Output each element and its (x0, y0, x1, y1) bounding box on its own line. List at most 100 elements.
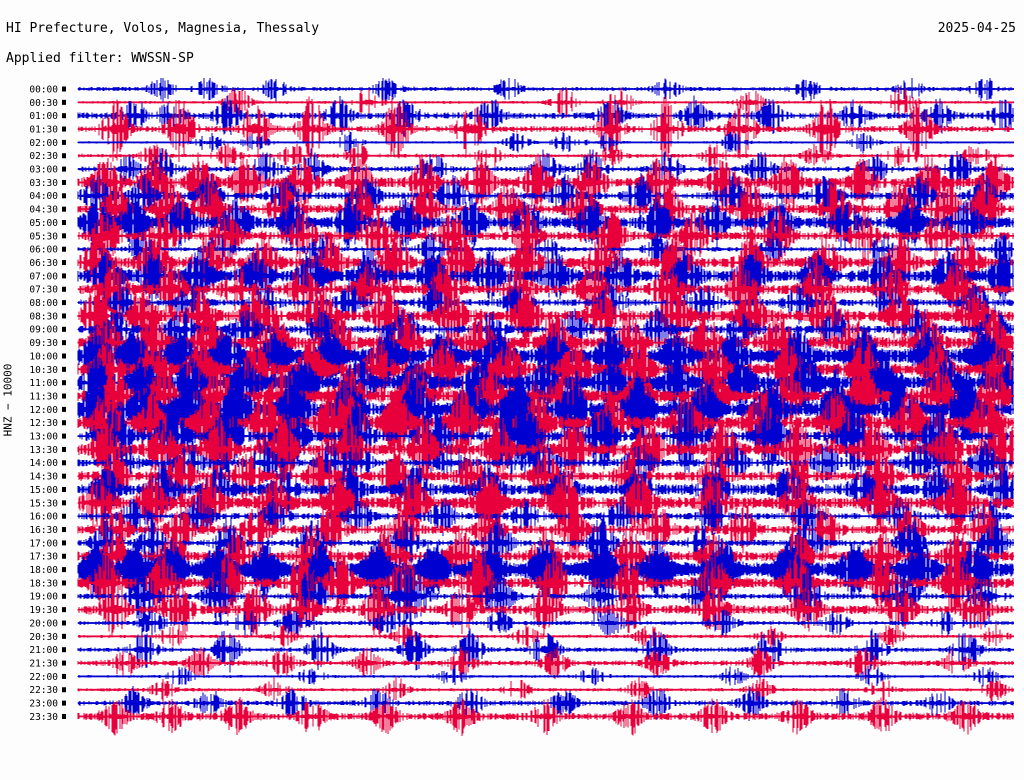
time-tick (62, 139, 66, 145)
time-label: 19:00 (29, 592, 58, 603)
time-tick (62, 527, 66, 533)
time-tick (62, 300, 66, 306)
time-tick (62, 246, 66, 252)
time-tick (62, 446, 66, 452)
time-label: 20:00 (29, 618, 58, 629)
time-label: 13:30 (29, 445, 58, 456)
time-label: 02:30 (29, 151, 58, 162)
waveform-baseline (78, 675, 1014, 678)
time-label: 00:00 (29, 84, 58, 95)
time-label: 14:00 (29, 458, 58, 469)
time-label: 22:00 (29, 672, 58, 683)
time-tick (62, 273, 66, 279)
time-label: 11:00 (29, 378, 58, 389)
waveform-baseline (78, 381, 1014, 384)
time-tick (62, 233, 66, 239)
waveform-baseline (78, 622, 1014, 624)
waveform-baseline (78, 501, 1014, 504)
time-tick (62, 700, 66, 706)
time-tick (62, 487, 66, 492)
time-label: 03:30 (29, 178, 58, 189)
time-tick (62, 553, 66, 559)
time-tick (62, 513, 66, 519)
time-label: 06:30 (29, 258, 58, 269)
time-label: 05:30 (29, 231, 58, 242)
waveform-baseline (78, 448, 1014, 451)
time-tick (62, 406, 66, 412)
time-tick (62, 286, 66, 292)
time-label: 09:00 (29, 325, 58, 336)
waveform-baseline (78, 341, 1014, 344)
time-label: 11:30 (29, 391, 58, 402)
waveform-baseline (78, 141, 1014, 144)
page-title: HI Prefecture, Volos, Magnesia, Thessaly (6, 21, 320, 36)
time-label: 08:00 (29, 298, 58, 309)
waveform-baseline (78, 275, 1014, 277)
waveform-baseline (78, 128, 1014, 130)
time-tick (62, 326, 66, 332)
time-label-group: 00:00 00:30 01:00 01:30 02:00 02:30 03:00 03:30… (29, 84, 58, 722)
waveform-baseline (78, 395, 1014, 397)
waveform-baseline (78, 608, 1014, 611)
time-tick (62, 126, 66, 132)
time-tick (62, 633, 66, 639)
time-label: 22:30 (29, 685, 58, 696)
time-label: 23:30 (29, 712, 58, 723)
time-label: 12:00 (29, 405, 58, 416)
time-label: 16:00 (29, 512, 58, 523)
time-tick (62, 500, 66, 506)
waveform-baseline (78, 315, 1014, 317)
time-tick-group (62, 86, 66, 719)
time-tick (62, 220, 66, 225)
time-label: 09:30 (29, 338, 58, 349)
time-tick (62, 607, 66, 613)
waveform-trace (77, 78, 1014, 103)
waveform-baseline (78, 515, 1014, 518)
time-label: 17:30 (29, 552, 58, 563)
time-tick (62, 593, 66, 599)
waveform-baseline (78, 154, 1014, 157)
time-label: 19:30 (29, 605, 58, 616)
time-label: 07:00 (29, 271, 58, 282)
waveform-baseline (78, 301, 1014, 304)
time-tick (62, 473, 66, 479)
time-label: 05:00 (29, 218, 58, 229)
time-tick (62, 179, 66, 185)
waveform-baseline (78, 475, 1014, 478)
time-tick (62, 420, 66, 426)
waveform-baseline (78, 208, 1014, 211)
time-label: 01:30 (29, 124, 58, 135)
time-label: 01:00 (29, 111, 58, 122)
time-label: 07:30 (29, 285, 58, 296)
time-label: 17:00 (29, 538, 58, 549)
waveform-baseline (78, 421, 1014, 424)
time-label: 06:00 (29, 245, 58, 256)
time-label: 04:00 (29, 191, 58, 202)
waveform-baseline (78, 715, 1014, 718)
waveform-baseline (78, 355, 1014, 357)
waveform-baseline (78, 168, 1014, 170)
time-tick (62, 86, 66, 92)
time-label: 16:30 (29, 525, 58, 536)
time-label: 18:30 (29, 578, 58, 589)
waveform-baseline (78, 582, 1014, 584)
time-tick (62, 660, 66, 666)
time-tick (62, 580, 66, 586)
time-label: 00:30 (29, 98, 58, 109)
time-label: 13:00 (29, 432, 58, 443)
time-tick (62, 153, 66, 159)
time-tick (62, 433, 66, 439)
helicorder-canvas: 00:00 00:30 01:00 01:30 02:00 02:30 03:00 03:30… (29, 78, 1014, 737)
waveform-baseline (78, 528, 1014, 531)
time-label: 21:30 (29, 658, 58, 669)
time-tick (62, 193, 66, 199)
time-label: 15:00 (29, 485, 58, 496)
time-label: 20:30 (29, 632, 58, 643)
waveform-baseline (78, 194, 1014, 197)
time-label: 15:30 (29, 498, 58, 509)
time-tick (62, 99, 66, 105)
time-label: 18:00 (29, 565, 58, 576)
time-label: 08:30 (29, 311, 58, 322)
time-label: 14:30 (29, 472, 58, 483)
time-tick (62, 460, 66, 466)
